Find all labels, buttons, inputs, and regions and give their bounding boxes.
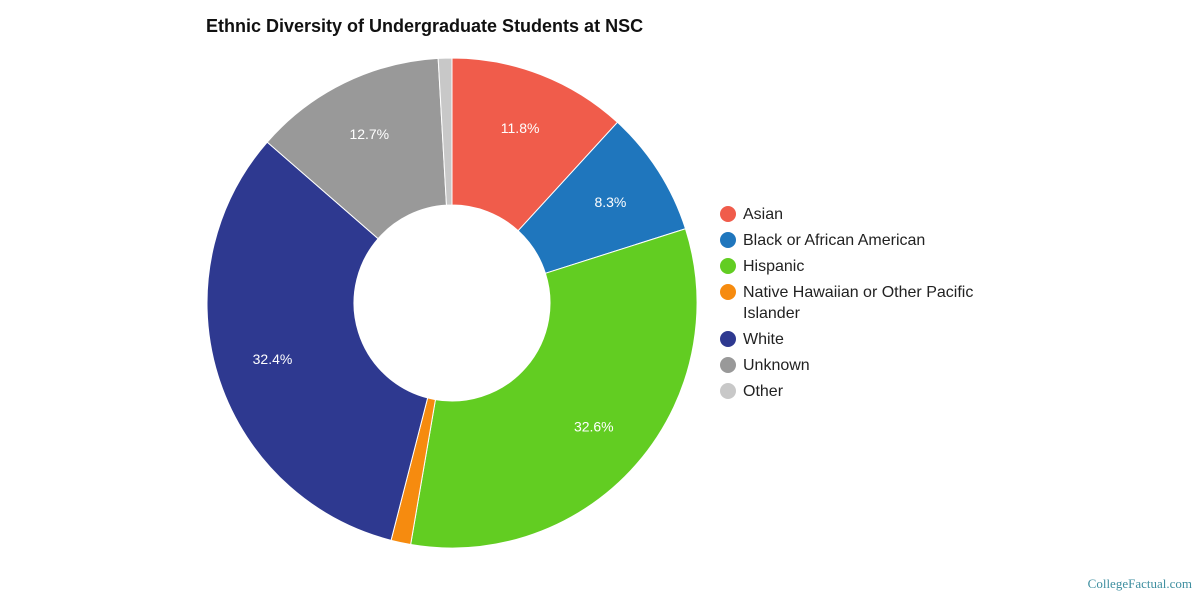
legend-label: Hispanic [743, 258, 805, 275]
legend-item-hispanic[interactable]: Hispanic [720, 256, 1000, 277]
legend-item-other[interactable]: Other [720, 381, 1000, 402]
legend-label: Native Hawaiian or Other Pacific Islande… [743, 284, 974, 322]
legend-swatch [720, 258, 736, 274]
data-label-hispanic: 32.6% [574, 418, 614, 434]
data-label-unknown: 12.7% [349, 126, 389, 142]
slice-hispanic[interactable] [410, 228, 698, 549]
legend-label: Black or African American [743, 232, 926, 249]
data-label-black-or-african-american: 8.3% [594, 194, 626, 210]
legend-label: Asian [743, 206, 784, 223]
legend-item-unknown[interactable]: Unknown [720, 355, 1000, 376]
slice-unknown[interactable] [266, 57, 447, 240]
legend-swatch [720, 331, 736, 347]
data-label-asian: 11.8% [501, 120, 540, 136]
legend-swatch [720, 284, 736, 300]
legend-label: Other [743, 383, 784, 400]
slice-white[interactable] [206, 141, 429, 541]
legend-label: White [743, 331, 784, 348]
legend-swatch [720, 383, 736, 399]
slice-asian[interactable] [451, 57, 619, 232]
legend-item-black-or-african-american[interactable]: Black or African American [720, 230, 1000, 251]
slice-other[interactable] [437, 57, 453, 206]
data-label-white: 32.4% [253, 351, 293, 367]
legend-swatch [720, 232, 736, 248]
legend-item-white[interactable]: White [720, 329, 1000, 350]
legend: Asian Black or African American Hispanic Na… [720, 204, 1000, 407]
donut-chart: 11.8% 8.3% 32.6% 32.4% 12.7% [206, 57, 698, 549]
chart-title: Ethnic Diversity of Undergraduate Studen… [206, 16, 644, 36]
legend-label: Unknown [743, 357, 810, 374]
legend-swatch [720, 357, 736, 373]
legend-item-native-hawaiian-or-other-pacific-islander[interactable]: Native Hawaiian or Other Pacific Islande… [720, 282, 1000, 324]
legend-item-asian[interactable]: Asian [720, 204, 1000, 225]
legend-swatch [720, 206, 736, 222]
watermark[interactable]: CollegeFactual.com [1087, 576, 1192, 591]
